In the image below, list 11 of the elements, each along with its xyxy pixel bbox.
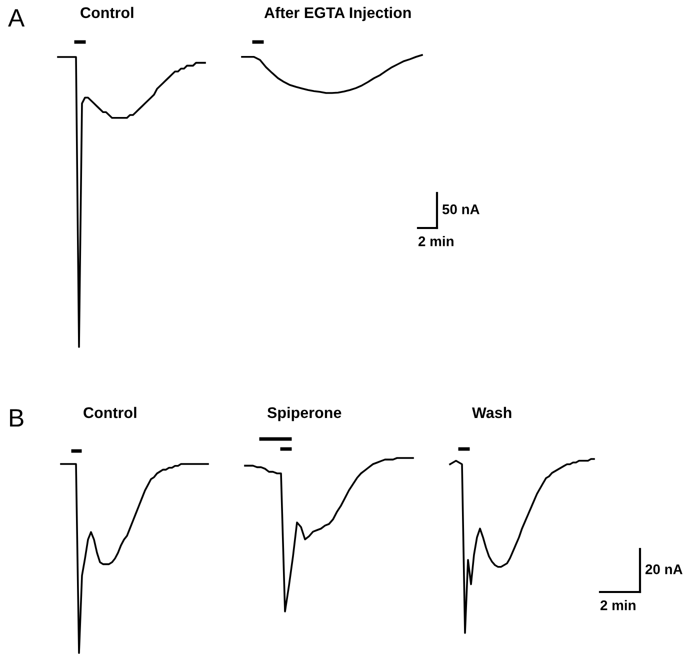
text: 50 nA: [442, 204, 480, 214]
text: Control: [84, 406, 136, 418]
chart-title: A: [8, 9, 25, 26]
text: 2 min: [600, 600, 636, 610]
text: 20 nA: [645, 564, 682, 574]
text: Control: [80, 6, 134, 18]
chart-title: B: [10, 409, 24, 426]
text: Wash: [472, 406, 512, 418]
text: Spiperone: [267, 406, 342, 422]
text: 2 min: [418, 236, 454, 246]
text: After EGTA Injection: [264, 6, 411, 22]
